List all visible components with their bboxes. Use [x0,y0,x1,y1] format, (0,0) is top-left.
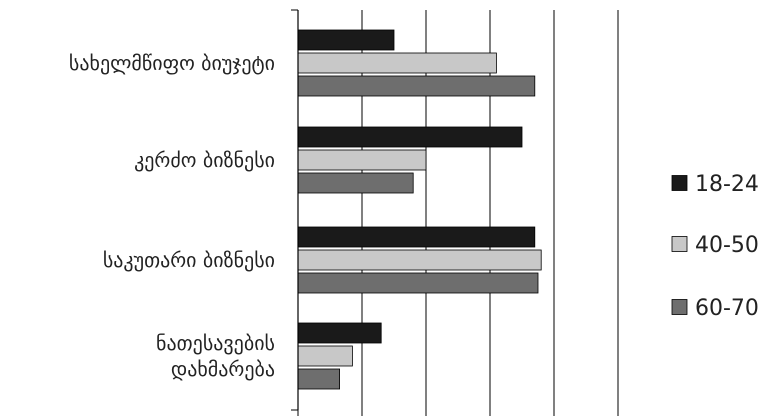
category-label: ნათესავების [156,331,275,355]
bar-18-24-3 [297,322,382,344]
legend-swatch [671,175,688,191]
legend-swatch [671,299,688,315]
bar-40-50-1 [297,149,427,171]
category-label: კერძო ბიზნესი [134,148,275,172]
bar-18-24-1 [297,126,523,148]
bar-40-50-3 [297,345,353,367]
category-labels: სახელმწიფო ბიუჯეტი კერძო ბიზნესი საკუთარი … [69,51,275,381]
bar-60-70-3 [297,368,340,390]
category-label: საკუთარი ბიზნესი [103,248,275,272]
legend-label: 40-50 [695,233,759,258]
bar-40-50-2 [297,249,542,271]
legend-label: 18-24 [695,172,759,197]
category-label: დახმარება [171,357,275,381]
legend-label: 60-70 [695,296,759,321]
category-label: სახელმწიფო ბიუჯეტი [69,51,275,75]
legend: 18-24 40-50 60-70 [671,172,759,321]
bar-60-70-1 [297,172,414,194]
bar-40-50-0 [297,52,497,74]
bar-60-70-2 [297,272,539,294]
bar-18-24-0 [297,29,395,51]
bar-18-24-2 [297,226,536,248]
legend-swatch [671,236,688,252]
y-axis [291,9,619,416]
bars [297,29,542,390]
bar-60-70-0 [297,75,536,97]
